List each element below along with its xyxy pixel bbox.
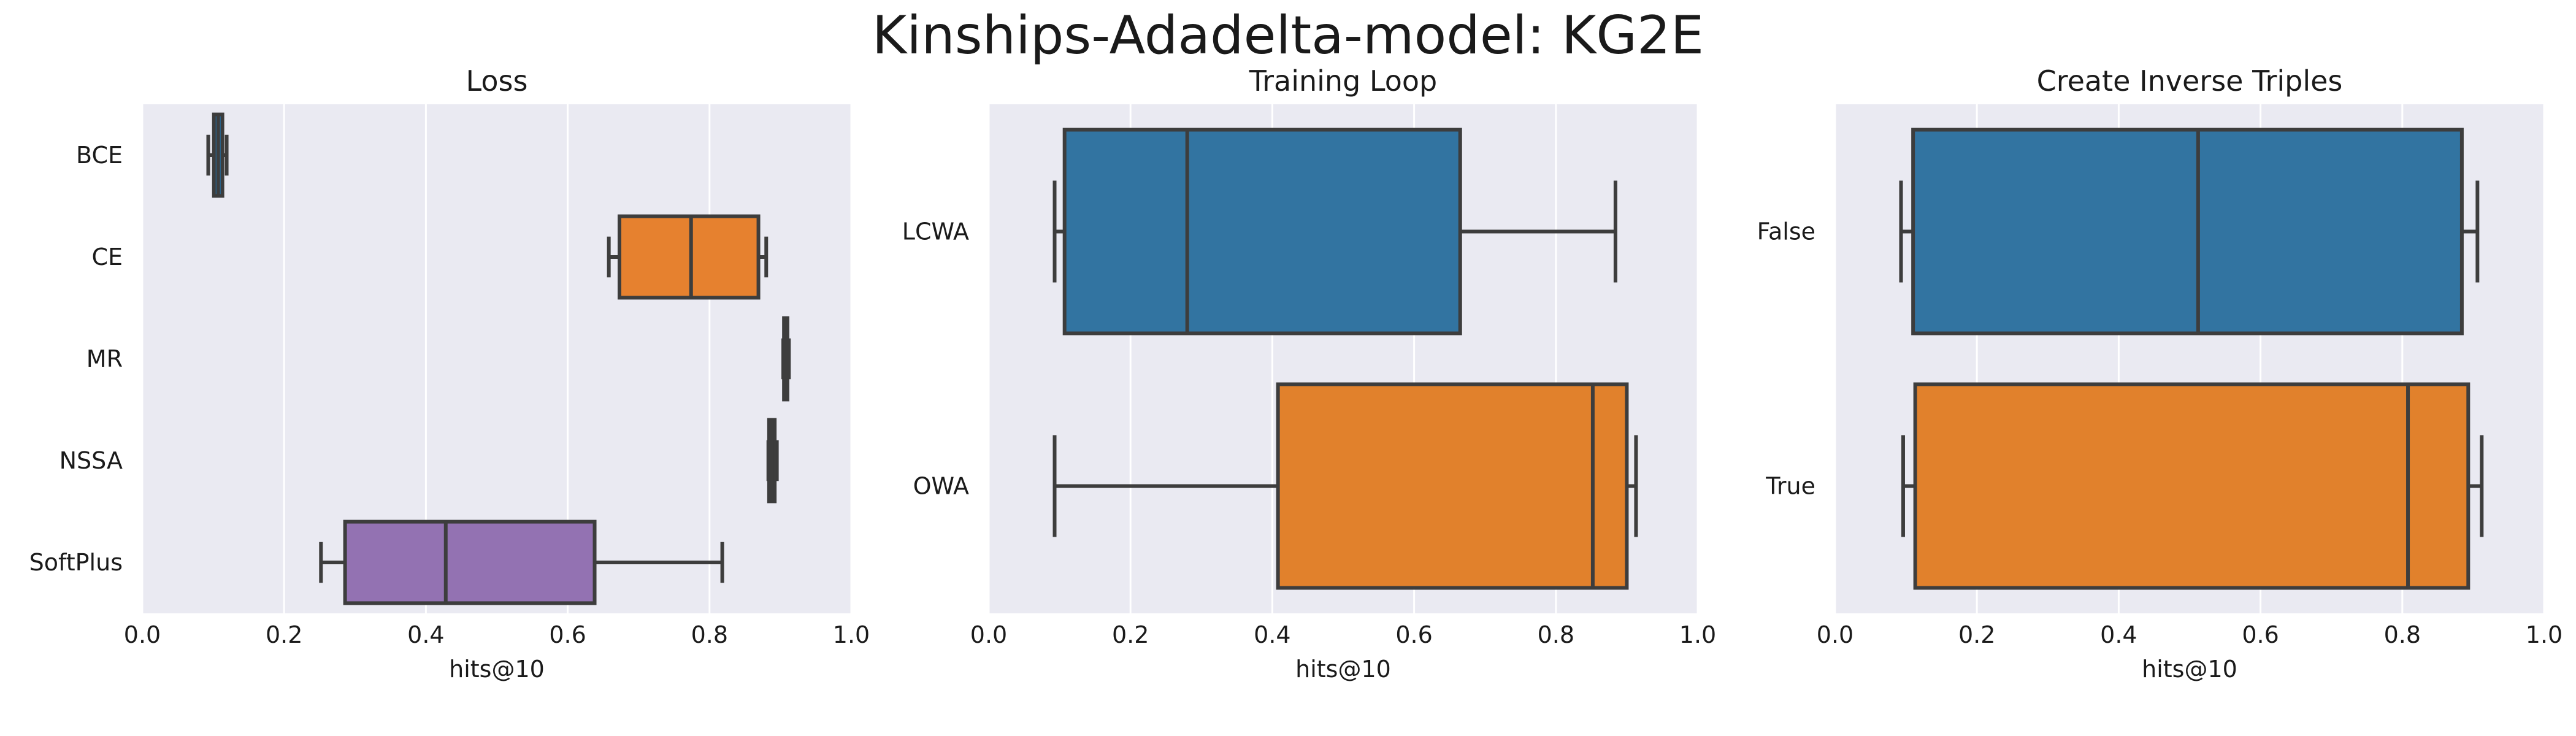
x-tick-label: 1.0 — [2526, 621, 2563, 648]
x-axis-label: hits@10 — [449, 656, 545, 683]
iqr-box — [343, 519, 597, 605]
box-mr: MR — [86, 316, 791, 402]
y-tick-label: NSSA — [59, 447, 123, 474]
y-tick-label: False — [1757, 218, 1815, 245]
x-tick-label: 1.0 — [1679, 621, 1716, 648]
iqr-box — [1276, 382, 1629, 590]
box-true: True — [1765, 382, 2484, 590]
x-tick-label: 0.2 — [1958, 621, 1995, 648]
x-tick-label: 1.0 — [833, 621, 870, 648]
iqr-box — [617, 214, 761, 300]
y-tick-label: True — [1765, 473, 1815, 500]
box-false: False — [1757, 128, 2480, 335]
x-tick-label: 0.2 — [1112, 621, 1149, 648]
iqr-box — [1913, 382, 2471, 590]
x-tick-label: 0.0 — [1817, 621, 1853, 648]
y-tick-label: SoftPlus — [29, 549, 123, 576]
chart-panel-2: 0.0 0.2 0.4 0.6 0.8 1.0 Training Loop hits@10 LC… — [902, 64, 1716, 683]
panel-title: Training Loop — [1249, 64, 1437, 98]
iqr-box — [1911, 128, 2464, 335]
panel-title: Loss — [466, 64, 528, 98]
chart-panel-3: 0.0 0.2 0.4 0.6 0.8 1.0 Create Inverse Triples… — [1757, 64, 2563, 683]
box-softplus: SoftPlus — [29, 519, 724, 605]
x-tick-label: 0.8 — [691, 621, 728, 648]
x-tick-label: 0.8 — [2384, 621, 2421, 648]
panel-title: Create Inverse Triples — [2037, 64, 2343, 98]
y-tick-label: MR — [86, 345, 123, 372]
x-tick-label: 0.6 — [1395, 621, 1432, 648]
chart-panel-1: 0.0 0.2 0.4 0.6 0.8 1.0 Loss hits@10 BCE CE MR NSSA… — [29, 64, 870, 683]
y-tick-label: OWA — [913, 473, 969, 500]
box-nssa: NSSA — [59, 418, 779, 504]
x-tick-label: 0.2 — [266, 621, 302, 648]
x-axis-label: hits@10 — [2142, 656, 2237, 683]
x-tick-label: 0.0 — [970, 621, 1007, 648]
x-tick-label: 0.4 — [407, 621, 444, 648]
x-tick-label: 0.8 — [1538, 621, 1574, 648]
iqr-box — [1062, 128, 1462, 335]
box-owa: OWA — [913, 382, 1638, 590]
x-tick-label: 0.0 — [124, 621, 161, 648]
x-tick-label: 0.4 — [1254, 621, 1290, 648]
x-tick-label: 0.6 — [549, 621, 586, 648]
box-ce: CE — [91, 214, 769, 300]
x-tick-label: 0.4 — [2100, 621, 2137, 648]
box-bce: BCE — [76, 112, 229, 198]
box-lcwa: LCWA — [902, 128, 1617, 335]
y-tick-label: LCWA — [902, 218, 969, 245]
x-tick-label: 0.6 — [2242, 621, 2279, 648]
y-tick-label: CE — [91, 243, 123, 270]
x-axis-label: hits@10 — [1295, 656, 1391, 683]
y-tick-label: BCE — [76, 142, 123, 169]
figure-title: Kinships-Adadelta-model: KG2E — [872, 5, 1704, 66]
